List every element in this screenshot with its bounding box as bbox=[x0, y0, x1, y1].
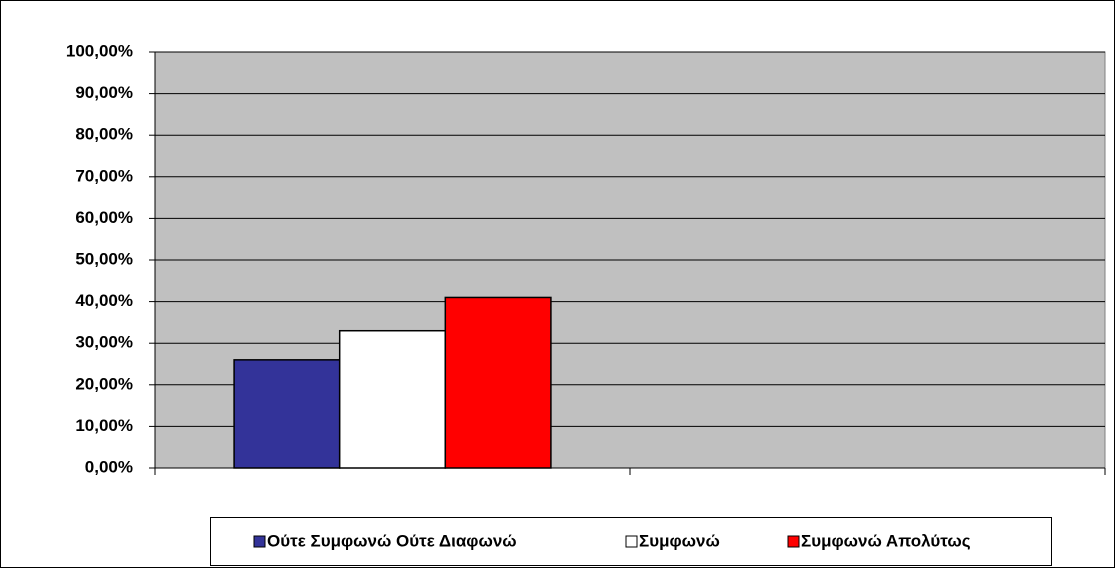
y-tick-label: 90,00% bbox=[75, 83, 133, 102]
legend-label: Συμφωνώ Απολύτως bbox=[801, 531, 971, 550]
legend-swatch bbox=[787, 535, 800, 548]
y-tick-label: 60,00% bbox=[75, 208, 133, 227]
y-tick-label: 80,00% bbox=[75, 125, 133, 144]
y-tick-label: 30,00% bbox=[75, 333, 133, 352]
y-tick-label: 50,00% bbox=[75, 249, 133, 268]
y-tick-label: 40,00% bbox=[75, 291, 133, 310]
bar bbox=[444, 296, 552, 469]
y-tick-label: 10,00% bbox=[75, 416, 133, 435]
y-tick-label: 70,00% bbox=[75, 166, 133, 185]
legend-label: Ούτε Συμφωνώ Ούτε Διαφωνώ bbox=[267, 531, 517, 550]
legend-swatch bbox=[253, 535, 266, 548]
y-tick-label: 100,00% bbox=[66, 41, 133, 60]
legend-label: Συμφωνώ bbox=[639, 531, 720, 550]
bar bbox=[338, 329, 447, 469]
y-tick-label: 0,00% bbox=[85, 457, 133, 476]
legend-swatch bbox=[625, 535, 638, 548]
bar bbox=[233, 359, 341, 469]
y-tick-label: 20,00% bbox=[75, 374, 133, 393]
